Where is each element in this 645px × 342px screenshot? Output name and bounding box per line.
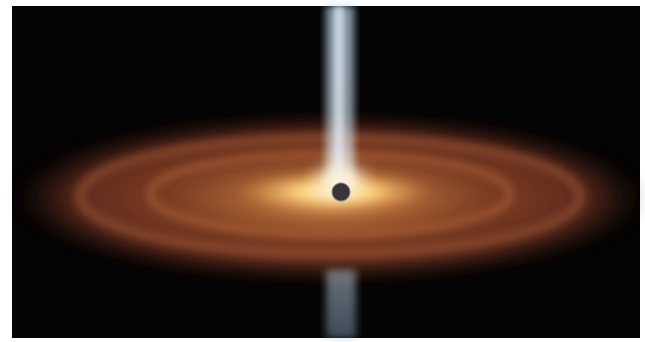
jet-bottom	[326, 270, 356, 338]
jet-top-core	[334, 6, 344, 186]
black-hole	[331, 182, 351, 202]
glow	[314, 166, 366, 194]
